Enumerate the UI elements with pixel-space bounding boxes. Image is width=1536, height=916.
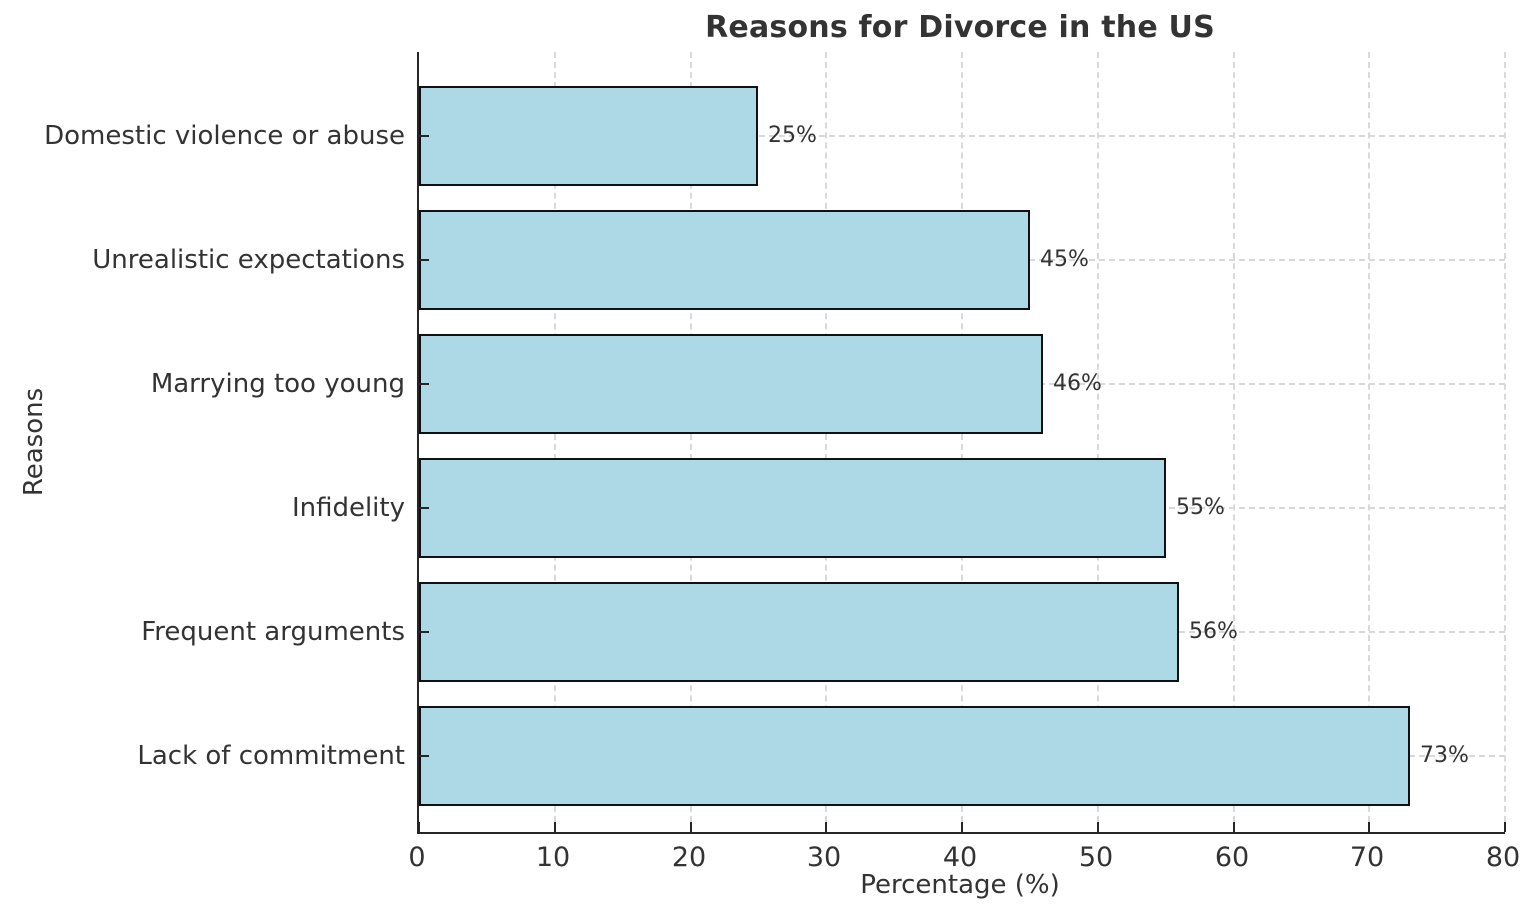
- bar: [419, 582, 1179, 682]
- y-category-label: Infidelity: [291, 493, 405, 523]
- y-axis-label: Reasons: [19, 387, 49, 497]
- bar-value-label: 46%: [1053, 371, 1102, 396]
- x-gridline: [690, 52, 692, 832]
- chart-title: Reasons for Divorce in the US: [705, 10, 1215, 45]
- bar: [419, 86, 758, 186]
- x-gridline: [554, 52, 556, 832]
- y-tick-mark: [419, 507, 429, 509]
- x-tick-mark: [1368, 822, 1370, 832]
- y-tick-mark: [419, 383, 429, 385]
- x-tick-mark: [825, 822, 827, 832]
- bar-value-label: 25%: [768, 123, 817, 148]
- y-category-label: Domestic violence or abuse: [44, 121, 405, 151]
- x-tick-mark: [418, 822, 420, 832]
- x-tick-label: 50: [1078, 842, 1114, 873]
- x-tick-mark: [690, 822, 692, 832]
- x-gridline: [1368, 52, 1370, 832]
- x-axis-label: Percentage (%): [860, 870, 1060, 900]
- y-category-label: Marrying too young: [150, 369, 405, 399]
- x-tick-mark: [1233, 822, 1235, 832]
- bar: [419, 458, 1166, 558]
- x-tick-label: 0: [408, 842, 426, 873]
- bar-value-label: 73%: [1420, 743, 1469, 768]
- x-tick-label: 80: [1485, 842, 1521, 873]
- x-gridline: [1233, 52, 1235, 832]
- y-category-label: Lack of commitment: [137, 741, 405, 771]
- y-tick-mark: [419, 631, 429, 633]
- x-tick-label: 70: [1349, 842, 1385, 873]
- bar-value-label: 55%: [1176, 495, 1225, 520]
- x-tick-mark: [1504, 822, 1506, 832]
- y-tick-mark: [419, 755, 429, 757]
- plot-area: 25% 45% 46% 55% 56% 73%: [417, 52, 1506, 834]
- x-tick-label: 30: [806, 842, 842, 873]
- x-tick-label: 20: [671, 842, 707, 873]
- x-tick-mark: [961, 822, 963, 832]
- y-gridline: [419, 135, 1505, 137]
- bar-value-label: 56%: [1189, 619, 1238, 644]
- x-gridline: [1504, 52, 1506, 832]
- y-tick-mark: [419, 135, 429, 137]
- y-category-label: Unrealistic expectations: [92, 245, 405, 275]
- x-gridline: [825, 52, 827, 832]
- bar: [419, 334, 1043, 434]
- x-tick-label: 10: [535, 842, 571, 873]
- x-gridline: [961, 52, 963, 832]
- y-tick-mark: [419, 259, 429, 261]
- bar: [419, 706, 1410, 806]
- x-gridline: [1097, 52, 1099, 832]
- bar-value-label: 45%: [1040, 247, 1089, 272]
- x-tick-label: 60: [1214, 842, 1250, 873]
- x-tick-label: 40: [942, 842, 978, 873]
- bar: [419, 210, 1030, 310]
- y-category-label: Frequent arguments: [141, 617, 405, 647]
- x-tick-mark: [1097, 822, 1099, 832]
- x-tick-mark: [554, 822, 556, 832]
